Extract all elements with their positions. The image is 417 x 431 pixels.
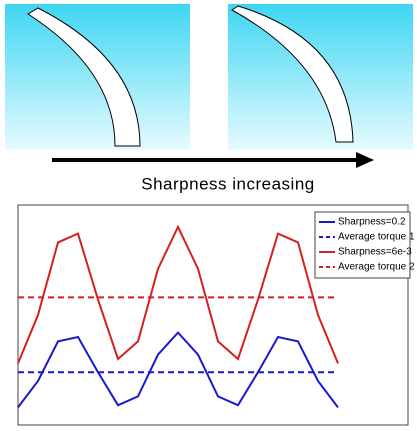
series-line (18, 333, 338, 408)
legend-label: Sharpness=6e-3 (338, 247, 412, 258)
legend-label: Sharpness=0.2 (338, 217, 406, 228)
series-line (18, 227, 338, 363)
legend-label: Average torque 1 (338, 232, 415, 243)
legend-label: Average torque 2 (338, 262, 415, 273)
caption: Sharpness increasing (141, 174, 314, 193)
arrow-head (356, 152, 374, 168)
figure: Sharpness increasing Sharpness=0.2 Averag… (0, 0, 417, 431)
